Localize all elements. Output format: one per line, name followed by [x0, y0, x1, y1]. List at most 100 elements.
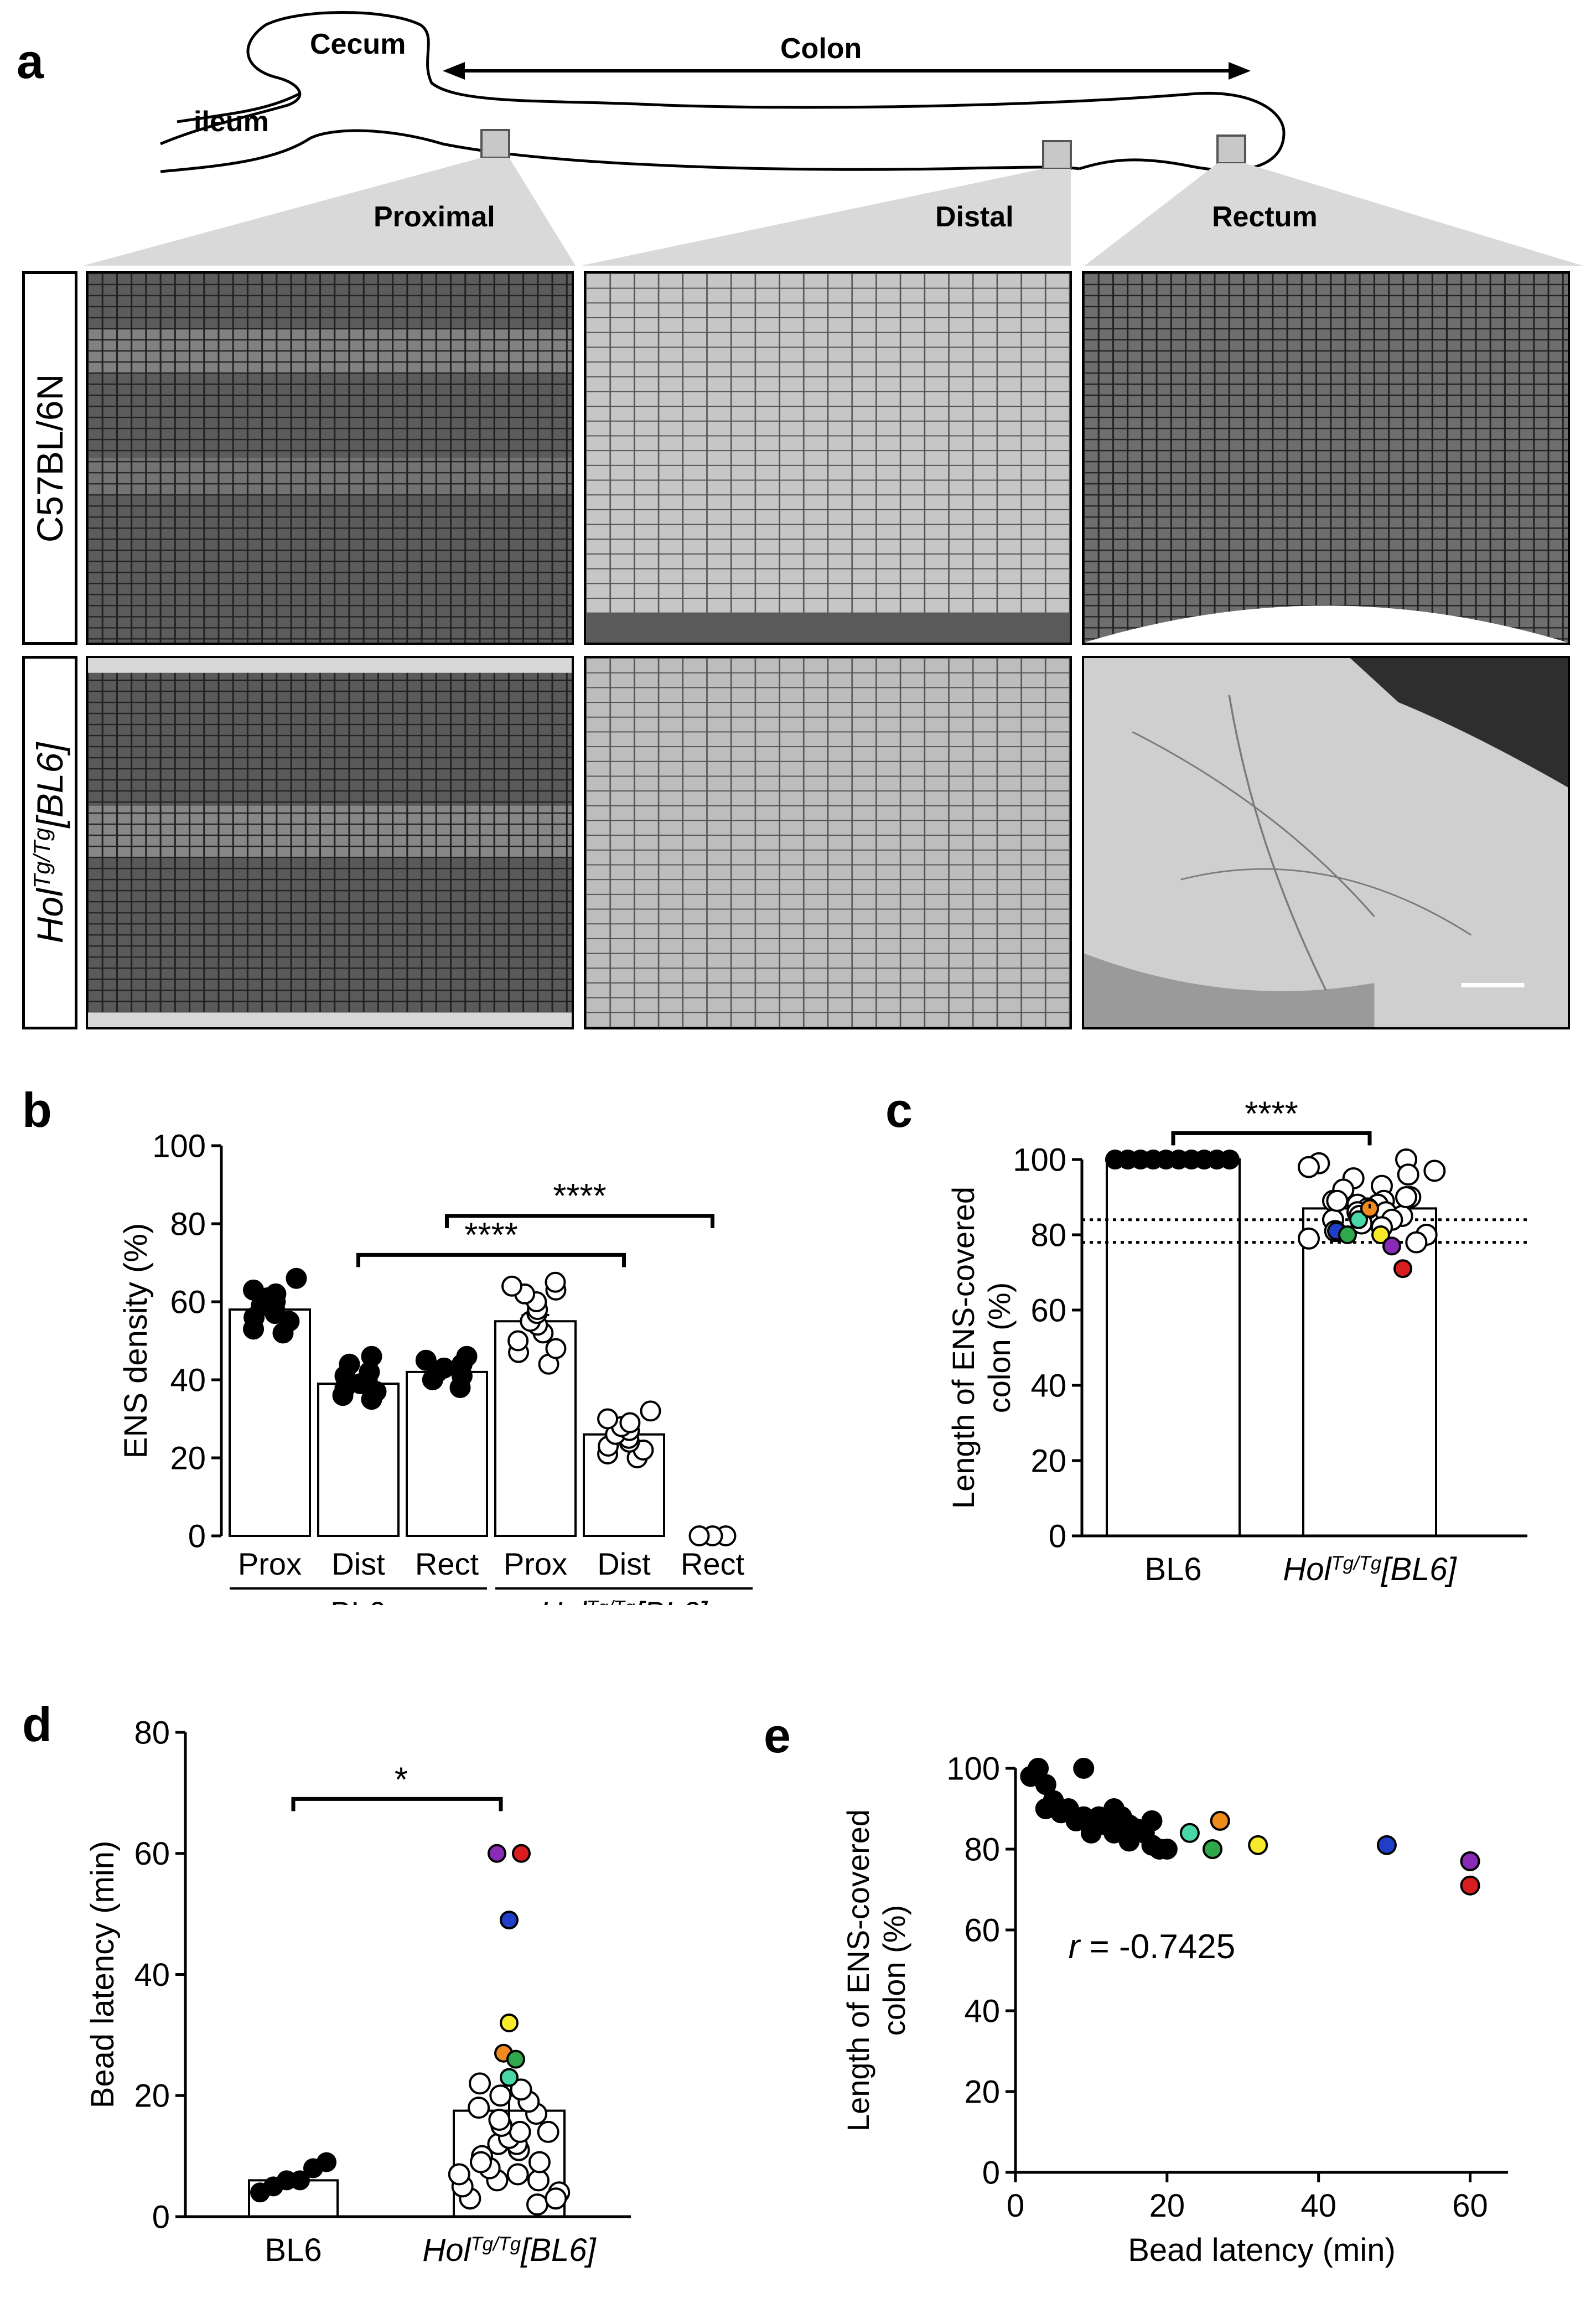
- bar: [1302, 1207, 1437, 1537]
- group-label-mutant: HolTg/Tg[BL6]: [540, 1595, 708, 1605]
- data-point: [448, 2163, 470, 2186]
- y-tick-label: 60: [1030, 1292, 1066, 1328]
- y-axis-title-line1: Length of ENS-covered: [946, 1187, 981, 1509]
- scale-bar: [1461, 982, 1525, 987]
- data-point: [1395, 1186, 1417, 1208]
- y-axis-title-line2: colon (%): [877, 1905, 911, 2036]
- panel-label-c: c: [885, 1083, 913, 1137]
- data-point: [527, 2169, 550, 2192]
- x-tick-label: 20: [1149, 2188, 1185, 2224]
- y-axis-title-line2: colon (%): [982, 1282, 1017, 1414]
- x-tick-label: BL6: [265, 2232, 322, 2268]
- x-tick-label: Dist: [597, 1546, 651, 1581]
- y-tick-label: 100: [1013, 1142, 1066, 1178]
- significance-bracket: [1171, 1131, 1372, 1146]
- data-point: [510, 2078, 532, 2101]
- x-tick-label: 0: [1007, 2188, 1024, 2224]
- correlation-annotation: r = -0.7425: [1069, 1928, 1236, 1966]
- significance-label: *: [395, 1761, 408, 1799]
- panel-label-b: b: [22, 1083, 52, 1137]
- x-axis-title: Bead latency (min): [1128, 2232, 1396, 2268]
- x-tick-label: 40: [1300, 2188, 1336, 2224]
- data-point: [526, 2193, 548, 2216]
- panel-label-a: a: [17, 34, 44, 89]
- data-point: [456, 1345, 478, 1367]
- data-point: [545, 2187, 567, 2210]
- x-tick-label: 60: [1452, 2188, 1488, 2224]
- data-point: [433, 1357, 455, 1379]
- panel-label-d: d: [22, 1697, 52, 1752]
- y-tick-label: 20: [1030, 1443, 1066, 1479]
- bar: [317, 1383, 400, 1537]
- y-tick-label: 60: [134, 1836, 170, 1872]
- panel-label-e: e: [764, 1708, 791, 1763]
- y-tick-label: 80: [170, 1206, 206, 1242]
- data-point: [286, 1267, 307, 1289]
- colon-label: Colon: [780, 33, 862, 65]
- x-tick-label: Dist: [331, 1546, 385, 1581]
- distal-wedge: [581, 169, 1071, 266]
- y-tick-label: 20: [964, 2074, 1000, 2110]
- x-tick-label: Prox: [504, 1546, 567, 1581]
- data-point: [506, 2163, 529, 2186]
- data-point: [468, 2097, 490, 2119]
- data-point: [339, 1353, 360, 1375]
- gut-outline-upper: [160, 11, 1286, 172]
- y-tick-label: 100: [946, 1751, 1000, 1787]
- significance-bracket: [445, 1214, 714, 1228]
- y-tick-label: 0: [1049, 1518, 1066, 1554]
- rectum-wedge: [1085, 163, 1583, 266]
- colored-data-point: [500, 1911, 519, 1930]
- colored-data-point: [1338, 1225, 1357, 1244]
- data-point: [317, 2152, 336, 2172]
- chart-b: 0 20 40 60 80 100 ENS density (%) Prox Dist Rect P…: [118, 1128, 753, 1605]
- data-point: [243, 1279, 265, 1301]
- ileum-tube: [177, 92, 300, 123]
- x-tick-label: Prox: [238, 1546, 302, 1581]
- x-tick-label-mutant: HolTg/Tg[BL6]: [422, 2232, 597, 2268]
- significance-label: ****: [464, 1216, 518, 1254]
- y-tick-label: 40: [170, 1362, 206, 1398]
- data-point: [507, 1330, 529, 1352]
- micrograph-wt-proximal: [86, 271, 574, 645]
- data-point: [489, 2084, 512, 2107]
- data-point: [265, 1283, 287, 1305]
- data-point: [640, 1400, 661, 1422]
- chart-d: 0 20 40 60 80 Bead latency (min) BL6 HolTg/Tg[B…: [85, 1715, 631, 2268]
- data-point: [688, 1525, 710, 1546]
- x-tick-label: BL6: [1144, 1551, 1201, 1587]
- data-point: [1298, 1227, 1320, 1250]
- data-point: [469, 2072, 491, 2095]
- data-point: [415, 1349, 437, 1371]
- x-tick-label-mutant: HolTg/Tg[BL6]: [1283, 1551, 1457, 1587]
- proximal-wedge: [83, 158, 576, 266]
- y-axis-title-line1: Length of ENS-covered: [841, 1809, 875, 2131]
- colored-data-point: [1371, 1225, 1390, 1244]
- data-point: [488, 2109, 511, 2131]
- bar: [1106, 1158, 1241, 1537]
- significance-bracket: [291, 1797, 503, 1812]
- ileum-label: ileum: [194, 106, 269, 138]
- micrograph-mutant-rectum: [1082, 656, 1570, 1029]
- colored-data-point: [1203, 1839, 1222, 1859]
- x-tick-label: Rect: [681, 1546, 745, 1581]
- chart-e: 0 20 40 60 80 100 Length of ENS-covered colon (…: [841, 1751, 1508, 2268]
- y-tick-label: 60: [170, 1284, 206, 1320]
- data-point: [1405, 1231, 1428, 1254]
- y-tick-label: 100: [152, 1128, 206, 1164]
- colored-data-point: [1460, 1851, 1480, 1871]
- bar: [229, 1308, 311, 1537]
- colored-data-point: [1210, 1810, 1230, 1831]
- data-point: [1073, 1758, 1095, 1779]
- data-point: [545, 1271, 566, 1293]
- data-point: [1326, 1189, 1349, 1212]
- data-point: [1298, 1156, 1320, 1178]
- data-point: [1156, 1839, 1178, 1860]
- cecum-label: Cecum: [310, 28, 406, 60]
- distal-sample-square: [1042, 140, 1072, 170]
- colored-data-point: [1382, 1236, 1401, 1256]
- rectum-label: Rectum: [1212, 201, 1318, 233]
- y-tick-label: 40: [964, 1993, 1000, 2029]
- data-point: [509, 2120, 531, 2143]
- data-point: [597, 1408, 619, 1430]
